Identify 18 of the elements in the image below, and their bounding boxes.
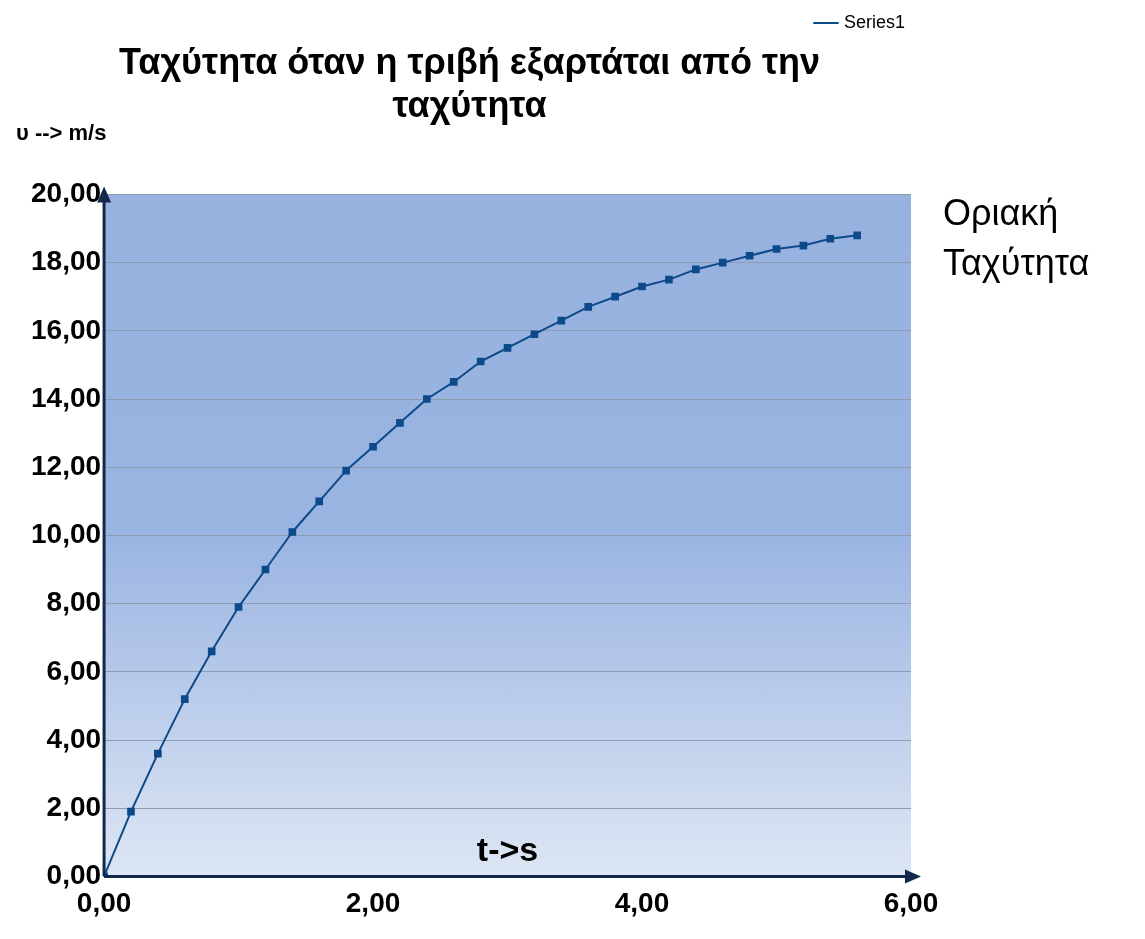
y-tick-label: 2,00	[46, 790, 102, 822]
x-tick-label: 6,00	[883, 886, 939, 918]
x-axis-title: t->s	[476, 829, 539, 868]
legend-label: Series1	[843, 11, 905, 32]
y-tick-label: 16,00	[30, 313, 102, 345]
text: Οριακή Ταχύτητα	[943, 191, 1091, 285]
y-tick-label: 12,00	[30, 449, 102, 481]
y-axis-title: υ --> m/s	[16, 120, 107, 146]
y-tick-label: 4,00	[46, 722, 102, 754]
y-tick-label: 10,00	[30, 518, 102, 550]
y-tick-label: 20,00	[30, 177, 102, 209]
y-tick-label: 6,00	[46, 654, 102, 686]
chart-title: Ταχύτητα όταν η τριβή εξαρτάται από την ταχύτητα	[118, 40, 821, 125]
y-tick-label: 14,00	[30, 381, 102, 413]
y-tick-label: 18,00	[30, 245, 102, 277]
x-tick-label: 2,00	[345, 886, 401, 918]
y-tick-label: 8,00	[46, 586, 102, 618]
x-tick-label: 4,00	[614, 886, 670, 918]
